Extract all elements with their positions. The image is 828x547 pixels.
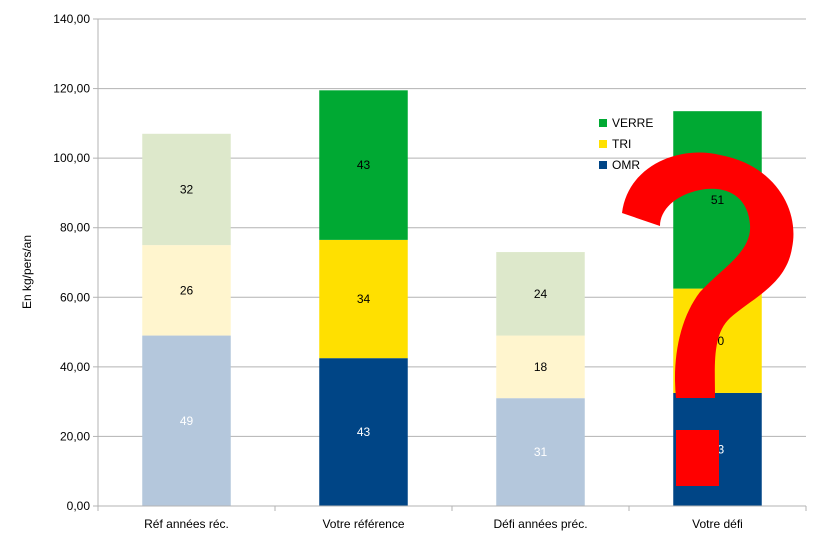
x-tick-label: Votre référence xyxy=(322,517,404,531)
y-tick-label: 40,00 xyxy=(60,360,90,374)
data-label: 26 xyxy=(180,283,194,297)
data-label: 51 xyxy=(711,193,725,207)
x-axis-ticks: Réf années réc. Votre référence Défi année… xyxy=(97,505,807,531)
data-label: 32 xyxy=(180,182,194,196)
y-axis-ticks: 0,00 20,00 40,00 60,00 80,00 100,00 120,00 140,… xyxy=(53,12,90,513)
bar-segment-tri xyxy=(142,245,231,336)
data-label: 31 xyxy=(534,445,548,459)
y-tick-label: 80,00 xyxy=(60,221,90,235)
y-tick-label: 60,00 xyxy=(60,290,90,304)
bar-segment-verre xyxy=(142,133,231,246)
y-tick-label: 140,00 xyxy=(53,12,90,26)
bars xyxy=(142,90,762,506)
data-label: 18 xyxy=(534,360,548,374)
question-mark-dot xyxy=(676,430,719,486)
data-label: 43 xyxy=(357,425,371,439)
legend-swatch-verre xyxy=(599,119,607,127)
x-tick-label: Défi années préc. xyxy=(493,517,587,531)
data-label: 24 xyxy=(534,287,548,301)
bar-segment-tri xyxy=(496,335,585,399)
legend-label-verre: VERRE xyxy=(612,116,653,130)
bar-segment-verre xyxy=(319,90,408,240)
y-tick-label: 100,00 xyxy=(53,151,90,165)
y-tick-label: 120,00 xyxy=(53,82,90,96)
y-tick-label: 0,00 xyxy=(67,499,91,513)
bar-segment-verre xyxy=(496,252,585,336)
question-mark-hook xyxy=(622,152,794,398)
question-mark-overlay xyxy=(622,152,794,486)
data-label: 43 xyxy=(357,158,371,172)
x-tick-label: Réf années réc. xyxy=(144,517,229,531)
data-label: 49 xyxy=(180,414,194,428)
y-axis-label: En kg/pers/an xyxy=(20,235,34,309)
legend-label-tri: TRI xyxy=(612,137,631,151)
legend-swatch-tri xyxy=(599,140,607,148)
legend: VERRE TRI OMR xyxy=(599,116,653,172)
bar-segment-omr xyxy=(319,358,408,506)
bar-segment-tri xyxy=(319,239,408,359)
legend-label-omr: OMR xyxy=(612,158,640,172)
x-tick-label: Votre défi xyxy=(692,517,743,531)
bar-segment-omr xyxy=(496,398,585,506)
bar-segment-omr xyxy=(142,335,231,506)
legend-swatch-omr xyxy=(599,161,607,169)
y-tick-label: 20,00 xyxy=(60,429,90,443)
data-label: 34 xyxy=(357,292,371,306)
